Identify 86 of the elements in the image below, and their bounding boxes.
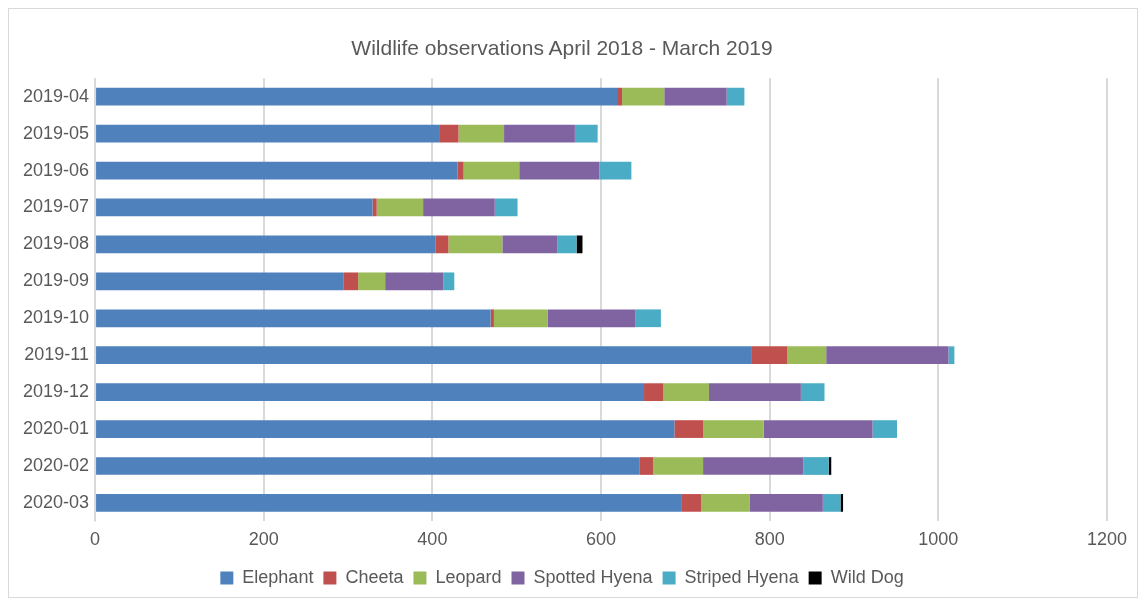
bar: [502, 235, 558, 254]
y-tick-label: 2020-03: [23, 491, 90, 512]
bar: [726, 87, 745, 106]
legend-label: Cheeta: [345, 566, 405, 587]
bar: [96, 457, 640, 475]
bar: [800, 383, 825, 401]
bar: [463, 161, 520, 180]
legend-label: Striped Hyena: [684, 566, 800, 587]
bar: [674, 420, 704, 438]
bar: [948, 346, 955, 365]
bar: [681, 494, 702, 512]
bar: [423, 198, 495, 217]
legend-label: Spotted Hyena: [533, 566, 654, 587]
bar: [574, 124, 598, 143]
y-tick-label: 2019-05: [23, 122, 90, 143]
legend-label: Wild Dog: [830, 566, 904, 587]
x-tick-label: 200: [248, 529, 279, 550]
bar: [644, 383, 664, 401]
bar: [703, 457, 804, 475]
bar: [96, 124, 440, 143]
x-tick-label: 800: [754, 529, 785, 550]
legend-label: Leopard: [435, 566, 502, 587]
bar: [372, 198, 377, 217]
bar: [358, 272, 386, 291]
chart-title: Wildlife observations April 2018 - March 2019: [351, 36, 773, 60]
bar: [96, 346, 752, 365]
bar: [343, 272, 359, 291]
y-tick-label: 2019-04: [23, 85, 90, 106]
bar: [749, 494, 823, 512]
bar: [385, 272, 444, 291]
bar: [599, 161, 632, 180]
y-tick-label: 2019-06: [23, 159, 90, 180]
x-tick-label: 1000: [918, 529, 959, 550]
bar: [664, 87, 727, 106]
bar: [663, 383, 709, 401]
bar: [822, 494, 841, 512]
bar: [435, 235, 449, 254]
bar: [458, 124, 505, 143]
bar: [96, 198, 373, 217]
bar: [751, 346, 788, 365]
y-tick-label: 2020-01: [23, 418, 90, 439]
y-tick-label: 2019-09: [23, 270, 90, 291]
bar: [96, 161, 458, 180]
y-tick-label: 2019-11: [24, 344, 90, 365]
x-tick-label: 400: [417, 529, 448, 550]
bar: [826, 346, 949, 365]
x-tick-label: 0: [90, 529, 101, 550]
bar: [490, 309, 494, 328]
y-tick-label: 2019-12: [23, 381, 90, 402]
x-tick-label: 1200: [1086, 529, 1128, 550]
y-tick-label: 2019-08: [23, 233, 90, 254]
bar: [763, 420, 873, 438]
bar: [519, 161, 600, 180]
y-tick-label: 2019-10: [23, 307, 90, 328]
bar: [96, 494, 682, 512]
y-tick-label: 2020-02: [23, 454, 90, 475]
bar: [653, 457, 704, 475]
bar: [376, 198, 424, 217]
bar: [803, 457, 829, 475]
x-tick-label: 600: [586, 529, 617, 550]
legend-label: Elephant: [242, 566, 314, 587]
bar: [622, 87, 665, 106]
bar: [635, 309, 661, 328]
bar: [547, 309, 636, 328]
bar: [96, 383, 645, 401]
bar: [701, 494, 750, 512]
bar: [457, 161, 464, 180]
bar: [96, 235, 436, 254]
bar: [439, 124, 459, 143]
bar: [872, 420, 898, 438]
bar: [493, 309, 548, 328]
bar: [787, 346, 827, 365]
bar: [96, 420, 675, 438]
bar: [639, 457, 654, 475]
bar: [708, 383, 801, 401]
bar: [96, 309, 491, 328]
bar: [504, 124, 575, 143]
y-tick-label: 2019-07: [23, 196, 90, 217]
bar: [96, 272, 344, 291]
bar: [617, 87, 623, 106]
bar: [703, 420, 764, 438]
bar: [448, 235, 503, 254]
bar: [557, 235, 577, 254]
bar: [494, 198, 518, 217]
bar: [96, 87, 618, 106]
bar: [443, 272, 455, 291]
